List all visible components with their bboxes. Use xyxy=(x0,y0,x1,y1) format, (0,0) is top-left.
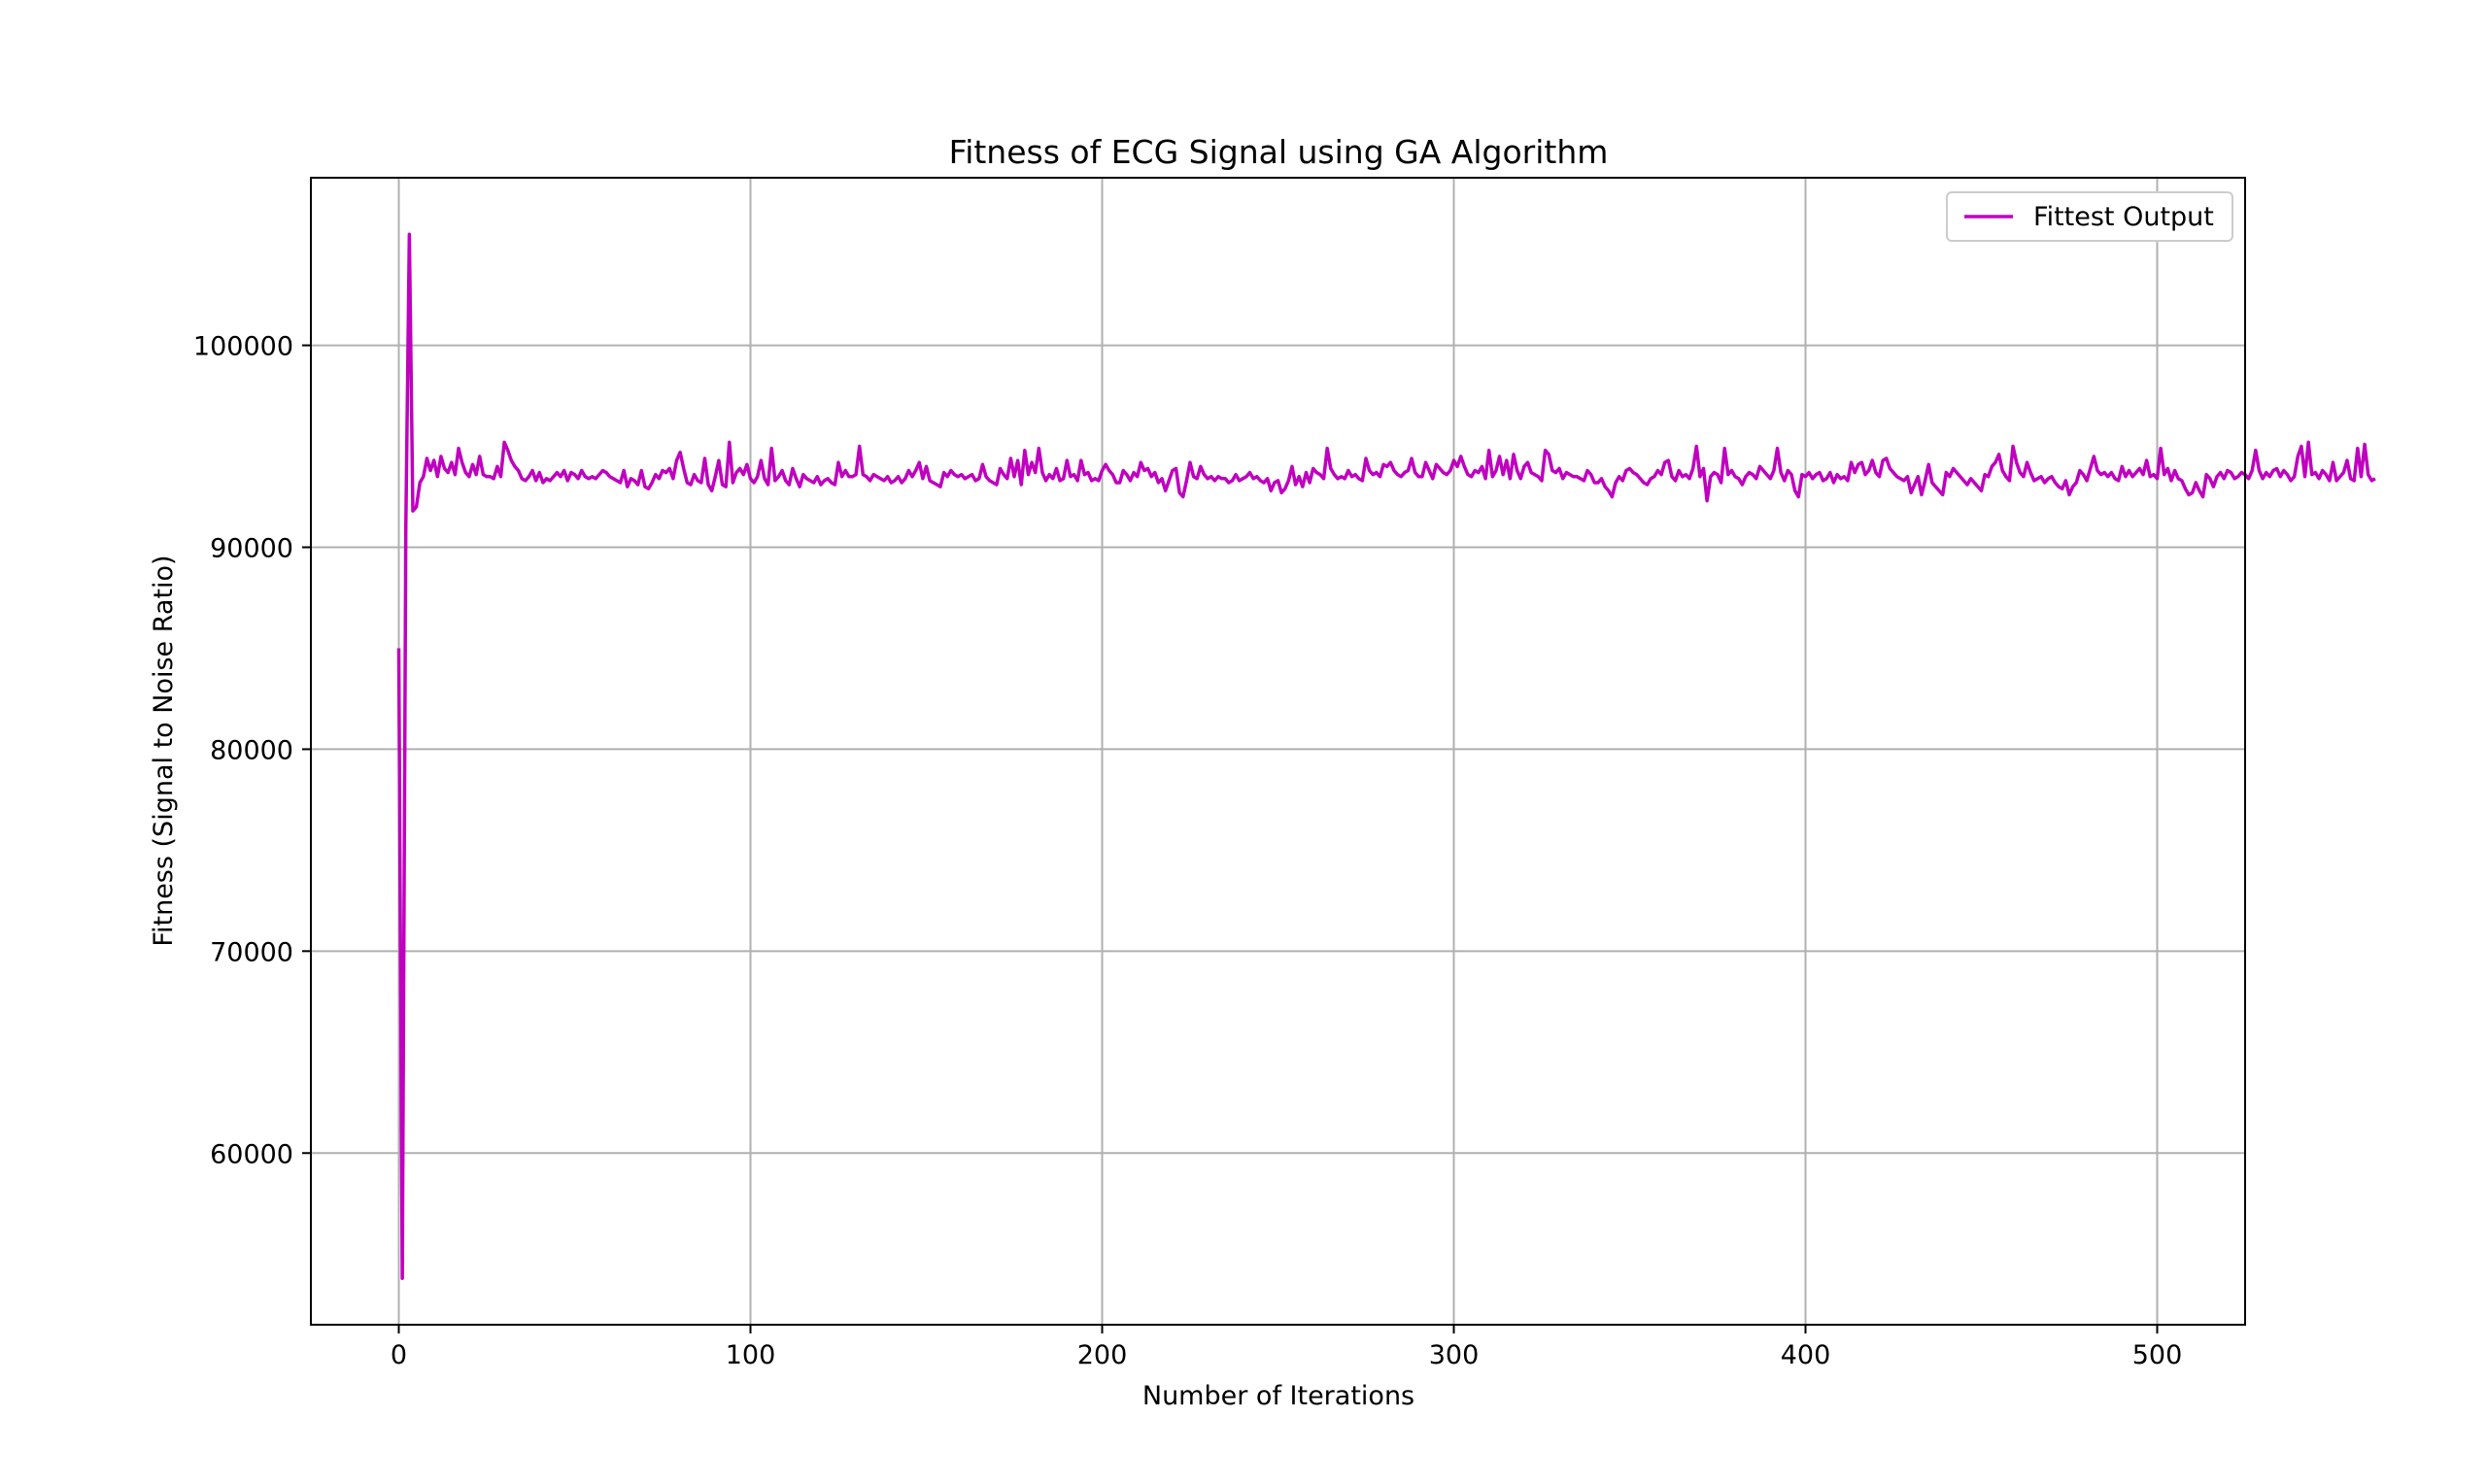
x-axis-label: Number of Iterations xyxy=(1142,1381,1414,1411)
grid xyxy=(311,178,2245,1325)
y-axis-label: Fitness (Signal to Noise Ratio) xyxy=(149,555,179,946)
y-tick-label: 70000 xyxy=(210,937,293,967)
plot-area xyxy=(311,178,2245,1325)
series-layer xyxy=(396,232,2376,1280)
x-tick-label: 500 xyxy=(2132,1340,2183,1370)
series-line xyxy=(396,232,2376,1280)
x-tick-label: 300 xyxy=(1429,1340,1480,1370)
legend-label: Fittest Output xyxy=(2033,202,2214,232)
x-tick-label: 100 xyxy=(726,1340,776,1370)
y-tick-label: 90000 xyxy=(210,533,293,563)
x-tick-label: 200 xyxy=(1077,1340,1128,1370)
y-tick-label: 80000 xyxy=(210,735,293,765)
y-tick-label: 60000 xyxy=(210,1139,293,1169)
chart-title: Fitness of ECG Signal using GA Algorithm xyxy=(949,133,1609,171)
x-tick-label: 400 xyxy=(1781,1340,1831,1370)
legend: Fittest Output xyxy=(1946,191,2233,242)
y-axis: 60000 70000 80000 90000 100000 xyxy=(193,332,311,1169)
plot-frame xyxy=(310,177,2246,1326)
y-tick-label: 100000 xyxy=(193,332,293,362)
x-tick-label: 0 xyxy=(391,1340,407,1370)
legend-box xyxy=(1946,191,2233,242)
x-axis: 0 100 200 300 400 500 xyxy=(391,1325,2182,1370)
